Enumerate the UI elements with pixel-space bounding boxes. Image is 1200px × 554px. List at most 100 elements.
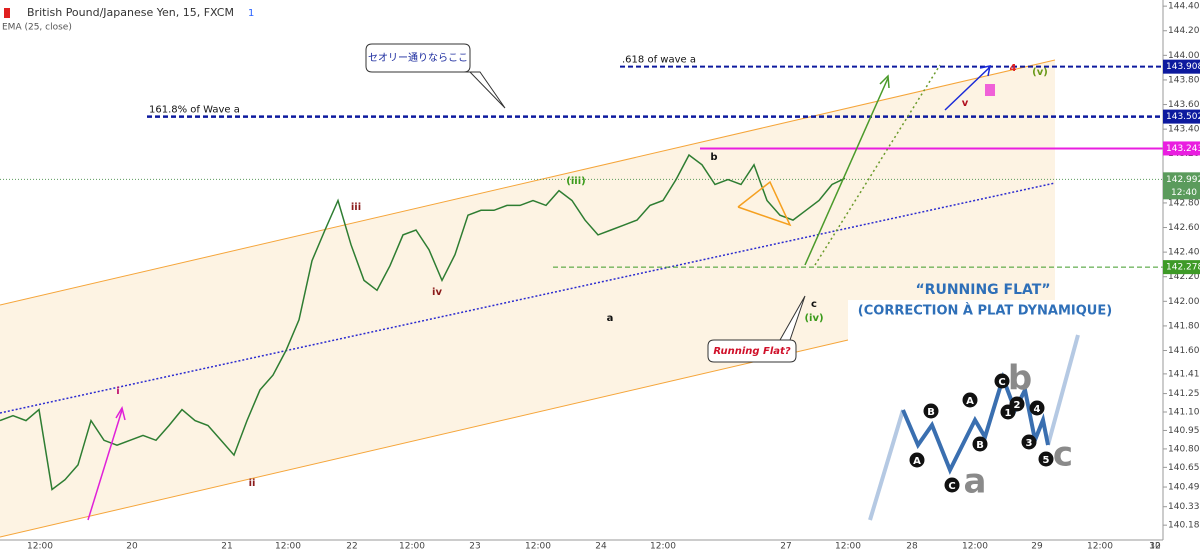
diagram-sub: A — [913, 456, 921, 467]
level-text: 161.8% of Wave a — [149, 105, 240, 116]
arrow — [804, 77, 889, 266]
diagram-circle — [994, 373, 1010, 389]
x-tick-label: 12:00 — [275, 542, 301, 552]
arrow-dotted — [814, 64, 941, 266]
diagram-circle — [1009, 396, 1025, 412]
x-tick-label: 24 — [595, 542, 607, 552]
diagram-circle — [923, 403, 939, 419]
diagram-circle — [1038, 451, 1054, 467]
wave-label: ii — [249, 478, 256, 489]
x-tick-label: 12:00 — [1087, 542, 1113, 552]
diagram-sub: C — [998, 377, 1005, 388]
diagram-sub: C — [948, 481, 955, 492]
diagram-circle — [1021, 434, 1037, 450]
diagram-sub: 5 — [1043, 455, 1050, 466]
price-axis — [1163, 0, 1200, 554]
y-tick-label: 141.410 — [1168, 369, 1200, 379]
arrow-head — [979, 65, 991, 77]
diagram-line — [1046, 334, 1080, 446]
diagram-circle — [962, 392, 978, 408]
indicator: EMA (25, close) — [2, 23, 72, 33]
price-tag — [1163, 141, 1200, 156]
box — [985, 84, 995, 96]
price-tag-label: 143.502 — [1166, 112, 1200, 122]
x-tick-label: 12:00 — [835, 542, 861, 552]
wave-label: iv — [432, 287, 442, 298]
y-tick-label: 141.250 — [1168, 389, 1200, 399]
diagram-sub: 4 — [1034, 404, 1041, 415]
diagram: a bc A B C A B C 12 3 4 5 — [909, 359, 1073, 502]
x-tick-label: 12:00 — [525, 542, 551, 552]
diagram-sub: A — [966, 396, 974, 407]
x-tick-label: 21 — [221, 542, 232, 552]
diagram-circle — [1029, 400, 1045, 416]
diagram-circle — [944, 477, 960, 493]
triangle — [737, 180, 792, 227]
x-tick-label: 12:00 — [650, 542, 676, 552]
level-text: .618 of wave a — [622, 55, 696, 66]
wave-label: b — [710, 152, 717, 163]
y-tick-label: 142.600 — [1168, 223, 1200, 233]
diagram-circle — [909, 452, 925, 468]
price-line — [0, 153, 846, 491]
diagram-line — [901, 371, 1050, 475]
y-tick-label: 140.650 — [1168, 463, 1200, 473]
wave-label: a — [607, 313, 614, 324]
x-tick-label: 12:00 — [962, 542, 988, 552]
y-tick-label: 141.800 — [1168, 321, 1200, 331]
y-tick-label: 142.200 — [1168, 272, 1200, 282]
y-tick-label: 143.400 — [1168, 125, 1200, 135]
diagram-wave: c — [1053, 435, 1073, 475]
y-tick-label: 140.180 — [1168, 521, 1200, 531]
diagram-sub: B — [927, 407, 935, 418]
price-tag — [1163, 260, 1200, 275]
arrow-head — [115, 406, 126, 421]
x-tick-label: 12 — [1149, 542, 1160, 552]
x-tick-label: 27 — [780, 542, 791, 552]
arrow-head — [879, 74, 890, 89]
price-tag — [1163, 172, 1200, 200]
diagram-wave: a — [964, 462, 987, 502]
x-tick-label: 12:00 — [27, 542, 53, 552]
diagram-sub: 3 — [1026, 438, 1033, 449]
axes: 144.400 144.200 144.000 143.800 143.600 143.4… — [27, 2, 1200, 552]
price-tag — [1163, 109, 1200, 124]
diagram-sub: B — [976, 440, 984, 451]
diagram-title: “RUNNING FLAT” — [915, 282, 1050, 298]
speech-bubble — [707, 295, 806, 363]
wave-label: (iv) — [804, 313, 823, 324]
y-tick-label: 144.000 — [1168, 51, 1200, 61]
price-tag-label: 142.278 — [1166, 263, 1200, 273]
diagram-subtitle: (CORRECTION À PLAT DYNAMIQUE) — [858, 303, 1112, 319]
x-tick-label: 29 — [1031, 542, 1043, 552]
y-tick-label: 141.100 — [1168, 408, 1200, 418]
channel-lower — [0, 339, 849, 538]
x-tick-label: 22 — [346, 542, 357, 552]
diagram-sub: 1 — [1005, 408, 1012, 419]
y-tick-label: 144.200 — [1168, 26, 1200, 36]
diagram-sub: 2 — [1014, 400, 1021, 411]
wave-label: i — [116, 386, 119, 397]
flag — [4, 8, 10, 18]
y-tick-label: 142.400 — [1168, 248, 1200, 258]
diagram-circle — [972, 436, 988, 452]
x-tick-label: 20 — [126, 542, 138, 552]
x-tick-label: 30 — [1149, 542, 1161, 552]
diagram-line — [868, 409, 905, 521]
price-tag-label: 143.908 — [1166, 62, 1200, 72]
diagram-wave: b — [1008, 359, 1032, 399]
wave-label: (v) — [1032, 67, 1048, 78]
y-tick-label: 142.800 — [1168, 198, 1200, 208]
wave-label: (iii) — [566, 176, 585, 187]
bubble-text: セオリー通りならここ — [368, 52, 468, 64]
wave-label: iii — [351, 202, 361, 213]
x-tick-label: 23 — [469, 542, 480, 552]
y-tick-label: 140.490 — [1168, 483, 1200, 493]
y-tick-label: 140.800 — [1168, 444, 1200, 454]
wave-label: c — [811, 299, 817, 310]
arrow — [944, 66, 991, 111]
arrow — [87, 409, 123, 521]
y-tick-label: 143.800 — [1168, 75, 1200, 85]
